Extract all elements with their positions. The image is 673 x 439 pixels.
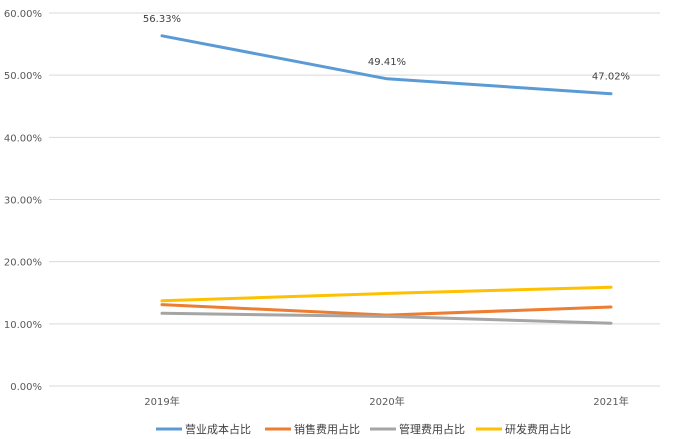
series-line-3[interactable] bbox=[160, 285, 613, 303]
legend-label: 管理费用占比 bbox=[399, 422, 465, 436]
y-tick-label: 30.00% bbox=[4, 196, 42, 207]
legend-item[interactable]: 销售费用占比 bbox=[265, 422, 360, 436]
legend-item[interactable]: 研发费用占比 bbox=[476, 422, 571, 436]
legend-label: 营业成本占比 bbox=[185, 422, 251, 436]
legend-label: 研发费用占比 bbox=[505, 422, 571, 436]
x-axis-ticks: 2019年 2020年 2021年 bbox=[144, 395, 628, 408]
y-tick-label: 20.00% bbox=[4, 258, 42, 269]
series-line-0[interactable] bbox=[160, 34, 613, 96]
legend-label: 销售费用占比 bbox=[294, 422, 360, 436]
y-tick-label: 40.00% bbox=[4, 133, 42, 144]
series-lines bbox=[160, 34, 613, 325]
y-axis-ticks: 0.00% 10.00% 20.00% 30.00% 40.00% 50.00% 60.00… bbox=[4, 9, 42, 393]
x-tick-label: 2019年 bbox=[144, 395, 179, 408]
data-labels: 56.33% 49.41% 47.02% bbox=[143, 14, 630, 83]
y-tick-label: 10.00% bbox=[4, 320, 42, 331]
data-label: 47.02% bbox=[592, 72, 630, 83]
x-tick-label: 2020年 bbox=[369, 395, 404, 408]
series-line-2[interactable] bbox=[160, 311, 613, 325]
data-label: 49.41% bbox=[368, 57, 406, 68]
y-tick-label: 50.00% bbox=[4, 71, 42, 82]
legend[interactable]: 营业成本占比 销售费用占比 管理费用占比 研发费用占比 bbox=[156, 422, 571, 436]
legend-item[interactable]: 营业成本占比 bbox=[156, 422, 251, 436]
data-label: 56.33% bbox=[143, 14, 181, 25]
legend-item[interactable]: 管理费用占比 bbox=[370, 422, 465, 436]
y-tick-label: 60.00% bbox=[4, 9, 42, 20]
gridlines bbox=[49, 12, 660, 387]
y-tick-label: 0.00% bbox=[10, 382, 42, 393]
x-tick-label: 2021年 bbox=[593, 395, 628, 408]
